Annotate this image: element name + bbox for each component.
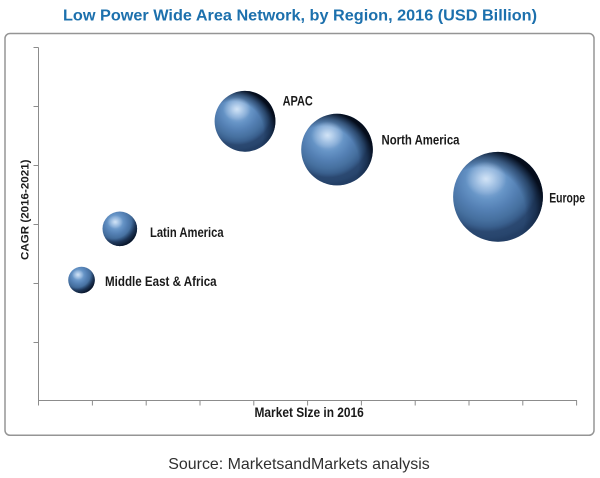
svg-text:CAGR (2016-2021): CAGR (2016-2021) bbox=[19, 159, 31, 260]
svg-text:Source: MarketsandMarkets anal: Source: MarketsandMarkets analysis bbox=[168, 456, 430, 473]
svg-text:Latin America: Latin America bbox=[150, 225, 224, 240]
svg-text:Low Power Wide Area Network, b: Low Power Wide Area Network, by Region, … bbox=[63, 7, 537, 24]
svg-text:Middle East & Africa: Middle East & Africa bbox=[105, 274, 217, 289]
svg-text:Europe: Europe bbox=[549, 191, 585, 206]
svg-text:Market SIze in 2016: Market SIze in 2016 bbox=[255, 405, 365, 420]
svg-text:APAC: APAC bbox=[283, 93, 313, 108]
svg-text:North America: North America bbox=[382, 133, 460, 148]
